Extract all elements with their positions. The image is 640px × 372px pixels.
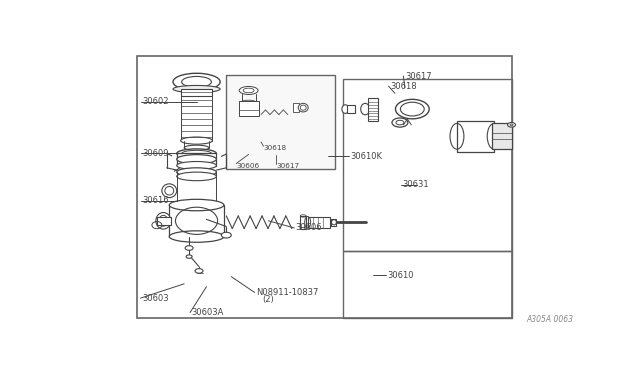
Ellipse shape xyxy=(392,118,408,127)
Text: 30631: 30631 xyxy=(403,180,429,189)
Bar xyxy=(300,216,306,228)
Bar xyxy=(239,101,259,116)
Bar xyxy=(180,89,212,96)
Ellipse shape xyxy=(177,149,216,158)
Bar xyxy=(293,103,300,112)
Text: (2): (2) xyxy=(262,295,275,304)
Ellipse shape xyxy=(239,86,258,94)
Bar xyxy=(137,56,511,318)
Ellipse shape xyxy=(396,99,429,119)
Bar xyxy=(343,251,511,318)
Bar xyxy=(492,124,511,149)
Text: 30606: 30606 xyxy=(296,224,323,232)
Ellipse shape xyxy=(173,86,220,93)
Ellipse shape xyxy=(185,246,193,250)
Ellipse shape xyxy=(169,199,224,211)
Ellipse shape xyxy=(162,184,177,198)
Text: A305A 0063: A305A 0063 xyxy=(527,315,573,324)
Ellipse shape xyxy=(177,155,216,164)
Ellipse shape xyxy=(177,172,216,181)
Bar xyxy=(177,153,216,166)
Text: N08911-10837: N08911-10837 xyxy=(256,288,319,297)
Ellipse shape xyxy=(177,168,216,176)
Text: 30610K: 30610K xyxy=(350,152,382,161)
Ellipse shape xyxy=(156,212,171,229)
Bar xyxy=(348,105,355,113)
Bar xyxy=(227,75,335,169)
Text: 30610: 30610 xyxy=(388,271,414,280)
Bar xyxy=(457,121,494,152)
Ellipse shape xyxy=(361,103,370,115)
Bar xyxy=(308,217,330,228)
Text: 30603A: 30603A xyxy=(191,308,224,317)
Bar xyxy=(157,217,171,225)
Ellipse shape xyxy=(221,232,231,238)
Ellipse shape xyxy=(173,73,220,90)
Text: 30606: 30606 xyxy=(236,163,259,169)
Ellipse shape xyxy=(186,255,192,258)
Bar xyxy=(343,79,511,251)
Text: 30617: 30617 xyxy=(276,163,299,169)
Bar xyxy=(332,219,337,226)
Text: 30603: 30603 xyxy=(142,294,168,303)
Text: 30602: 30602 xyxy=(142,97,168,106)
Ellipse shape xyxy=(487,124,501,149)
Text: 30618: 30618 xyxy=(264,145,287,151)
Ellipse shape xyxy=(180,137,212,144)
Text: 30617: 30617 xyxy=(405,72,431,81)
Ellipse shape xyxy=(508,122,515,127)
Text: 30618: 30618 xyxy=(390,82,417,91)
Ellipse shape xyxy=(177,161,216,170)
Ellipse shape xyxy=(195,269,203,273)
Bar xyxy=(169,205,224,237)
Ellipse shape xyxy=(342,105,349,113)
Ellipse shape xyxy=(298,103,308,112)
Ellipse shape xyxy=(182,76,211,87)
Text: 30616: 30616 xyxy=(142,196,168,205)
Ellipse shape xyxy=(169,231,224,242)
Text: 30609: 30609 xyxy=(142,149,168,158)
Bar xyxy=(368,97,378,121)
Ellipse shape xyxy=(177,201,216,209)
